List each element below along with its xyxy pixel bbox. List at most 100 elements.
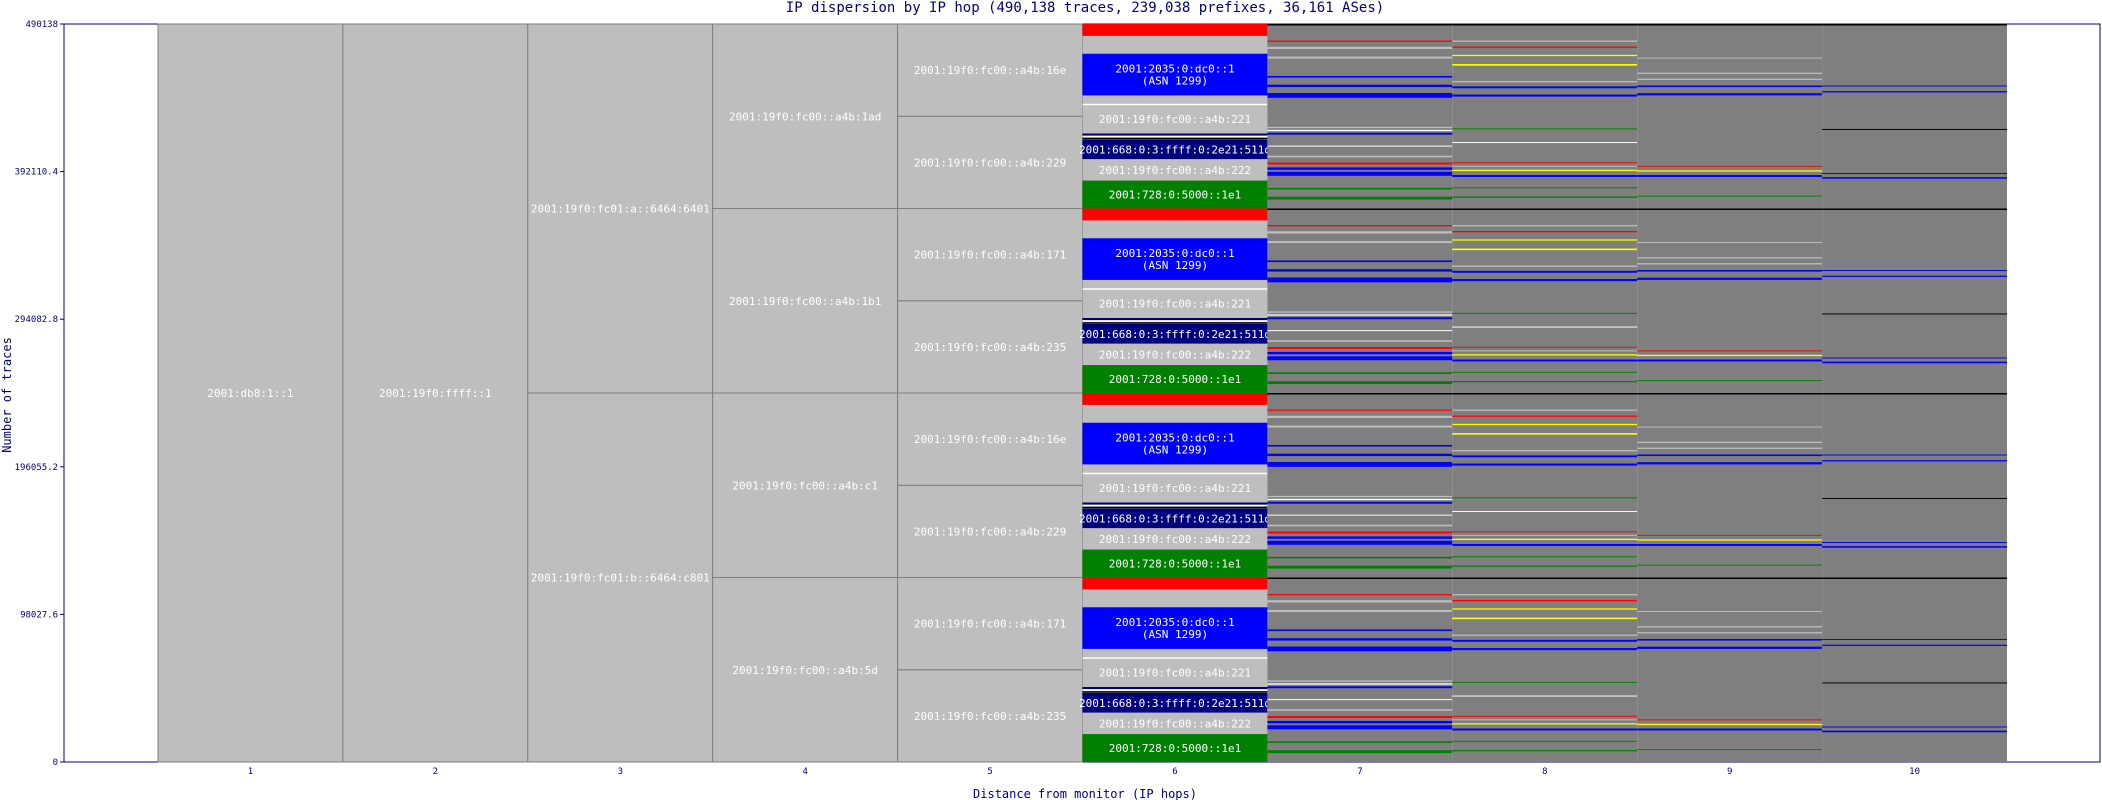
hop-8-stripe [1452,239,1638,241]
hop-6-stripe [1082,506,1268,509]
hop-8-stripe [1452,594,1638,596]
hop-10-stripe [1822,460,2007,462]
hop-9-stripe [1637,263,1823,265]
hop-7-stripe [1267,462,1453,467]
hop-7-stripe [1267,686,1453,689]
hop-7-stripe [1267,531,1453,534]
hop-6-segment-label: 2001:19f0:fc00::a4b:221 [1099,482,1251,495]
hop-6-segment [1082,734,1268,762]
hop-10-stripe [1822,85,2007,87]
hop-6-segment-label: 2001:668:0:3:ffff:0:2e21:511d [1079,512,1271,525]
hop-6-segment-label: 2001:668:0:3:ffff:0:2e21:511d [1079,697,1271,710]
hop-10-stripe [1822,128,2007,130]
hop-7-separator [1267,577,1453,579]
hop-9-stripe [1637,638,1823,641]
hop-9-stripe [1637,93,1823,96]
x-tick-label: 8 [1542,767,1547,777]
hop-8-separator [1452,393,1638,395]
hop-9-stripe [1637,57,1823,59]
hop-7-stripe [1267,495,1453,498]
hop-7-stripe [1267,683,1453,685]
hop-8-stripe [1452,196,1638,198]
hop-9-stripe [1637,441,1823,443]
hop-8-separator [1452,208,1638,210]
hop-8-stripe [1452,265,1638,267]
hop-3-block [527,23,714,394]
hop-10-stripe [1822,726,2007,728]
hop-10-separator [1822,577,2007,579]
hop-8-stripe [1452,175,1638,177]
hop-7-stripe [1267,225,1453,227]
hop-6-stripe [1082,472,1268,475]
hop-7-stripe [1267,132,1453,135]
y-tick-label: 196055.2 [15,463,58,473]
hop-6-segment-label: 2001:19f0:fc00::a4b:222 [1099,164,1251,177]
hop-8-stripe [1452,648,1638,651]
hop-9-stripe [1637,242,1823,244]
hop-8-stripe [1452,187,1638,189]
bars-layer: 2001:db8:1::1 2001:19f0:ffff::12001:19f0:… [157,23,2007,763]
hop-6-segment [1082,180,1268,209]
hop-7-stripe [1267,524,1453,527]
hop-7-stripe [1267,277,1453,283]
hop-6-segment-label: (ASN 1299) [1142,75,1208,88]
hop-7-stripe [1267,699,1453,701]
x-tick-label: 3 [618,767,623,777]
hop-7-stripe [1267,314,1453,316]
hop-6-stripe [1082,103,1268,106]
hop-6-stripe [1082,691,1268,693]
hop-6-stripe [1082,657,1268,659]
hop-1-block-label: 2001:db8:1::1 [207,387,293,400]
hop-8-stripe [1452,423,1638,426]
hop-7-stripe [1267,415,1453,418]
hop-7-stripe [1267,646,1453,652]
hop-10-stripe [1822,361,2007,364]
hop-8-stripe [1452,142,1638,144]
hop-9-stripe [1637,354,1823,357]
hop-4-block-label: 2001:19f0:fc00::a4b:1ad [729,110,881,123]
hop-9-stripe [1637,626,1823,628]
hop-9-stripe [1637,257,1823,259]
hop-8-stripe [1452,381,1638,383]
hop-6-stripe [1082,135,1268,138]
hop-7-stripe [1267,260,1453,263]
hop-8-stripe [1452,740,1638,742]
hop-8-stripe [1452,531,1638,533]
hop-8-stripe [1452,450,1638,452]
hop-6-segment-label: 2001:668:0:3:ffff:0:2e21:511d [1079,143,1271,156]
hop-6-segment-label: 2001:19f0:fc00::a4b:221 [1099,113,1251,126]
hop-9-stripe [1637,728,1823,731]
hop-6-segment-label: (ASN 1299) [1142,628,1208,641]
hop-5-block [897,208,1083,302]
hop-10-separator [1822,393,2007,395]
hop-8-stripe [1452,511,1638,513]
hop-7-stripe [1267,231,1453,234]
hop-8-stripe [1452,94,1638,97]
hop-7-stripe [1267,330,1453,332]
hop-5-block [897,115,1083,209]
hop-9-stripe [1637,72,1823,74]
hop-6-segment [1082,607,1268,649]
hop-3-block-label: 2001:19f0:fc01:b::6464:c801 [531,572,710,585]
hop-6-segment [1082,692,1268,713]
hop-6-segment-label: 2001:2035:0:dc0::1 [1115,616,1234,629]
hop-4-block [712,208,899,394]
hop-6-segment-label: 2001:19f0:fc00::a4b:221 [1099,667,1251,680]
hop-9-stripe [1637,426,1823,428]
hop-8-stripe [1452,162,1638,164]
hop-9-stripe [1637,350,1823,352]
hop-8-stripe [1452,600,1638,602]
hop-7-stripe [1267,126,1453,129]
ticks-layer: 0 98027.6 196055.2 294082.8 392110.4 490138 1 2… [15,20,1920,777]
hop-6-segment [1082,24,1268,36]
hop-9-stripe [1637,175,1823,177]
hop-8-stripe [1452,719,1638,721]
hop-8-stripe [1452,608,1638,610]
hop-9-stripe [1637,165,1823,167]
hop-6-stripe [1082,322,1268,324]
hop-7-stripe [1267,162,1453,165]
hop-6-segment-label: 2001:728:0:5000::1e1 [1109,742,1241,755]
hop-8-stripe [1452,695,1638,697]
hop-6-segment [1082,53,1268,96]
